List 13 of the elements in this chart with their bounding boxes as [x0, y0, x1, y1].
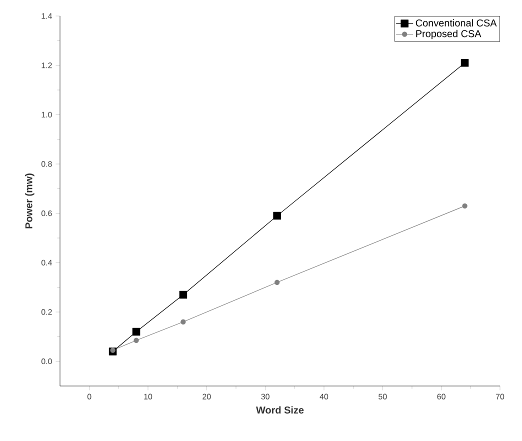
- point: [462, 203, 468, 209]
- legend-label: Conventional CSA: [416, 19, 497, 26]
- point: [132, 328, 140, 336]
- x-axis-title: Word Size: [256, 406, 304, 414]
- point: [179, 290, 188, 299]
- legend-label: Proposed CSA: [416, 30, 482, 40]
- point: [180, 319, 186, 324]
- point: [460, 58, 469, 67]
- point: [274, 280, 280, 285]
- y-axis-title: Power (mw): [25, 174, 34, 228]
- point: [273, 212, 281, 220]
- point: [110, 348, 116, 353]
- point: [134, 338, 139, 343]
